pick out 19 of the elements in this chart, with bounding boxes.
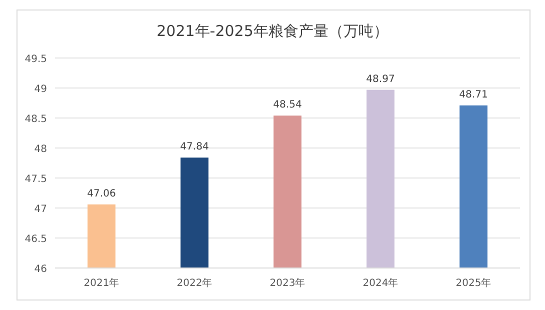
x-tick-label: 2025年 — [456, 277, 492, 289]
y-tick-label: 48.5 — [24, 114, 47, 125]
y-tick-label: 48 — [34, 144, 47, 155]
x-tick-label: 2023年 — [270, 277, 306, 289]
data-label: 47.06 — [87, 188, 116, 200]
chart-title: 2021年-2025年粮食产量（万吨） — [156, 22, 388, 40]
y-tick-label: 46.5 — [24, 234, 47, 245]
x-tick-label: 2022年 — [176, 277, 212, 289]
y-tick-label: 46 — [34, 264, 47, 275]
data-label: 47.84 — [180, 142, 209, 153]
y-tick-label: 47 — [34, 204, 47, 215]
data-label: 48.54 — [273, 100, 302, 111]
data-label: 48.97 — [366, 74, 395, 85]
y-tick-label: 47.5 — [24, 174, 47, 185]
data-label: 48.71 — [459, 89, 488, 100]
x-tick-label: 2024年 — [362, 277, 398, 289]
x-tick-label: 2021年 — [84, 277, 120, 289]
y-tick-label: 49.5 — [24, 54, 47, 65]
y-tick-label: 49 — [34, 84, 47, 95]
